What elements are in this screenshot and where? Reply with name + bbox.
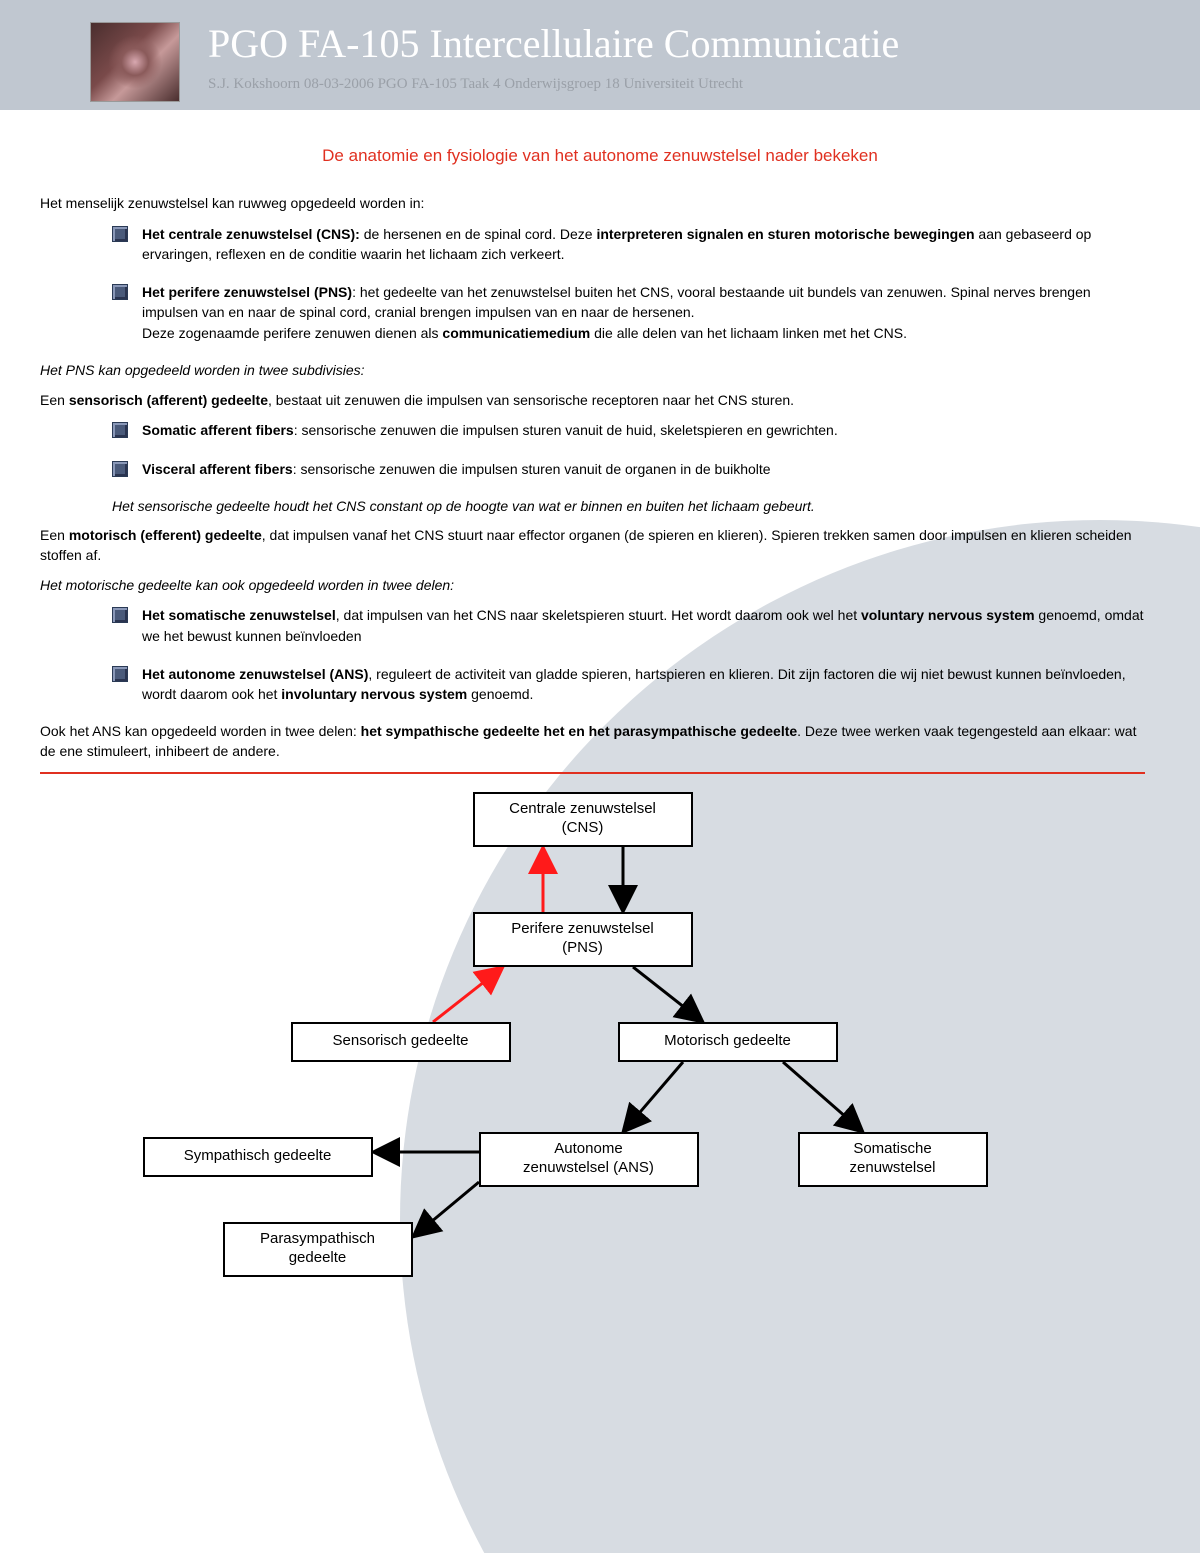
article-heading: De anatomie en fysiologie van het autono… xyxy=(220,146,980,166)
flowchart-node-ans: Autonomezenuwstelsel (ANS) xyxy=(479,1132,699,1187)
ans-split-text: Ook het ANS kan opgedeeld worden in twee… xyxy=(40,722,1145,761)
afferent-intro: Een sensorisch (afferent) gedeelte, best… xyxy=(40,391,1145,411)
list-item: Het autonome zenuwstelsel (ANS), regulee… xyxy=(112,664,1145,705)
motor-sub-heading: Het motorische gedeelte kan ook opgedeel… xyxy=(40,576,1145,596)
flowchart-edge xyxy=(433,967,503,1022)
list-item: Visceral afferent fibers: sensorische ze… xyxy=(112,459,1145,479)
flowchart-node-mot: Motorisch gedeelte xyxy=(618,1022,838,1062)
flowchart-edge xyxy=(633,967,703,1022)
flowchart-arrows xyxy=(63,792,1123,1312)
list-item: Het centrale zenuwstelsel (CNS): de hers… xyxy=(112,224,1145,265)
flowchart-node-pns: Perifere zenuwstelsel(PNS) xyxy=(473,912,693,967)
flowchart-edge xyxy=(623,1062,683,1132)
content: De anatomie en fysiologie van het autono… xyxy=(0,110,1200,1332)
list-item: Het somatische zenuwstelsel, dat impulse… xyxy=(112,605,1145,646)
cns-pns-list: Het centrale zenuwstelsel (CNS): de hers… xyxy=(40,224,1145,343)
header: PGO FA-105 Intercellulaire Communicatie … xyxy=(0,0,1200,110)
flowchart-node-symp: Sympathisch gedeelte xyxy=(143,1137,373,1177)
flowchart-node-para: Parasympathischgedeelte xyxy=(223,1222,413,1277)
efferent-intro: Een motorisch (efferent) gedeelte, dat i… xyxy=(40,526,1145,565)
divider xyxy=(40,772,1145,774)
intro-text: Het menselijk zenuwstelsel kan ruwweg op… xyxy=(40,194,1145,214)
page: PGO FA-105 Intercellulaire Communicatie … xyxy=(0,0,1200,1553)
list-item: Het perifere zenuwstelsel (PNS): het ged… xyxy=(112,282,1145,343)
list-item: Somatic afferent fibers: sensorische zen… xyxy=(112,420,1145,440)
flowchart-edge xyxy=(413,1182,479,1237)
flowchart-node-cns: Centrale zenuwstelsel(CNS) xyxy=(473,792,693,847)
flowchart-edge xyxy=(783,1062,863,1132)
neuron-image xyxy=(90,22,180,102)
page-subtitle: S.J. Kokshoorn 08-03-2006 PGO FA-105 Taa… xyxy=(208,76,899,93)
pns-sub-heading: Het PNS kan opgedeeld worden in twee sub… xyxy=(40,361,1145,381)
afferent-list: Somatic afferent fibers: sensorische zen… xyxy=(40,420,1145,479)
flowchart-node-som: Somatischezenuwstelsel xyxy=(798,1132,988,1187)
flowchart: Centrale zenuwstelsel(CNS) Perifere zenuw… xyxy=(63,792,1123,1312)
afferent-note: Het sensorische gedeelte houdt het CNS c… xyxy=(112,497,1145,517)
page-title: PGO FA-105 Intercellulaire Communicatie xyxy=(208,22,899,66)
motor-list: Het somatische zenuwstelsel, dat impulse… xyxy=(40,605,1145,704)
flowchart-node-sens: Sensorisch gedeelte xyxy=(291,1022,511,1062)
